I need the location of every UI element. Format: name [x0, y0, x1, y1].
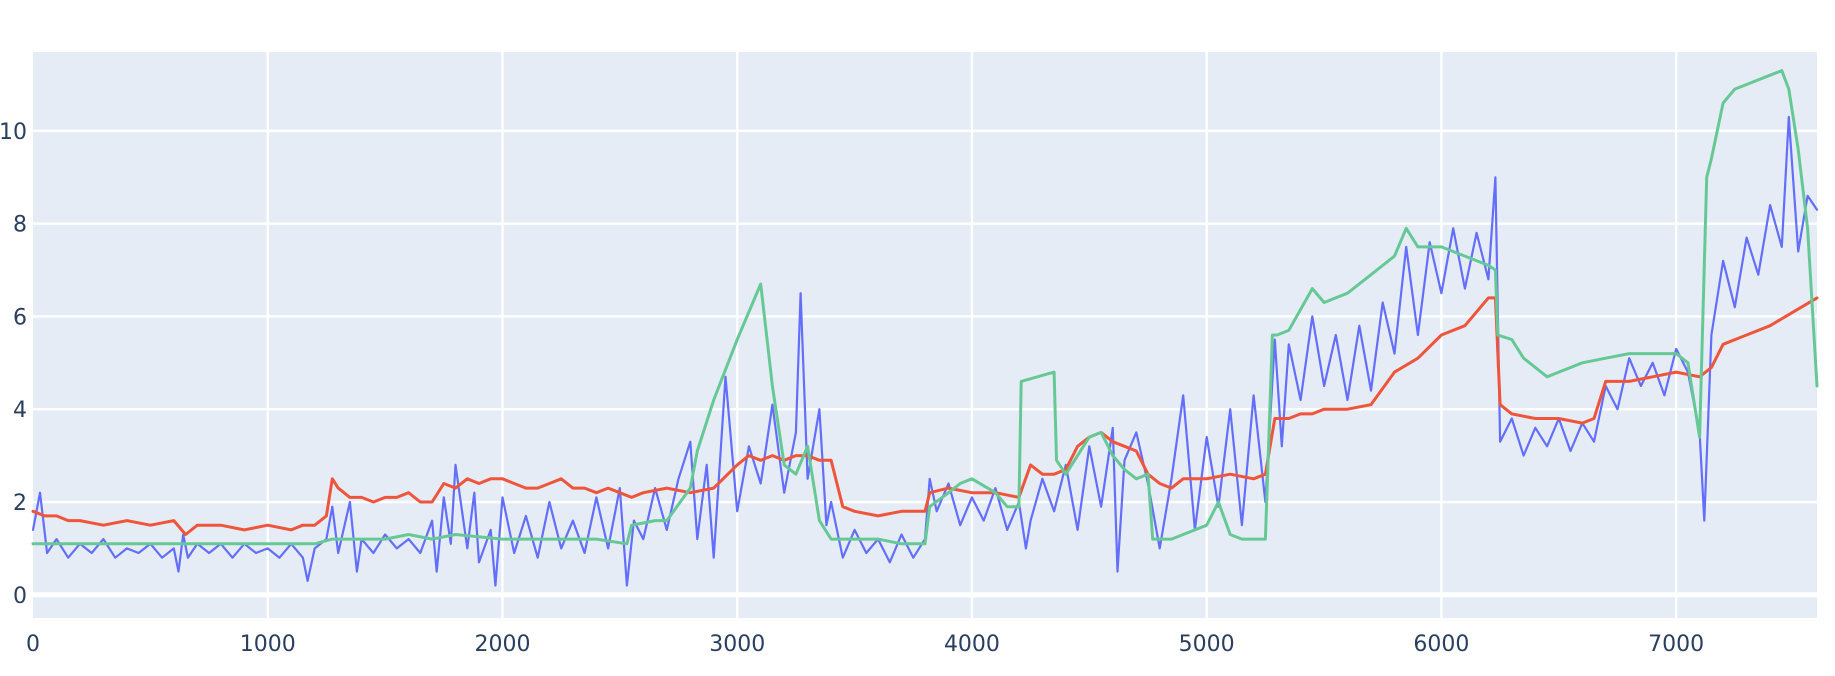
x-tick-label: 6000 — [1413, 632, 1469, 657]
y-tick-label: 8 — [13, 213, 27, 238]
x-tick-label: 2000 — [474, 632, 530, 657]
y-tick-label: 4 — [13, 398, 27, 423]
series-line-3 — [31, 69, 1819, 546]
y-axis: 0 2 4 6 8 10 — [0, 120, 27, 609]
y-tick-label: 0 — [13, 584, 27, 609]
x-tick-label: 4000 — [944, 632, 1000, 657]
y-tick-label: 6 — [13, 305, 27, 330]
y-gridlines — [33, 129, 1817, 598]
x-tick-label: 7000 — [1648, 632, 1704, 657]
y-tick-label: 2 — [13, 491, 27, 516]
y-tick-label: 10 — [0, 120, 27, 145]
x-axis: 0 1000 2000 3000 4000 5000 6000 7000 — [26, 632, 1704, 657]
x-tick-label: 3000 — [709, 632, 765, 657]
x-tick-label: 5000 — [1179, 632, 1235, 657]
series-layer — [31, 69, 1819, 587]
plot-area — [33, 52, 1817, 618]
series-line-2 — [31, 296, 1819, 536]
x-tick-label: 1000 — [240, 632, 296, 657]
x-tick-label: 0 — [26, 632, 40, 657]
